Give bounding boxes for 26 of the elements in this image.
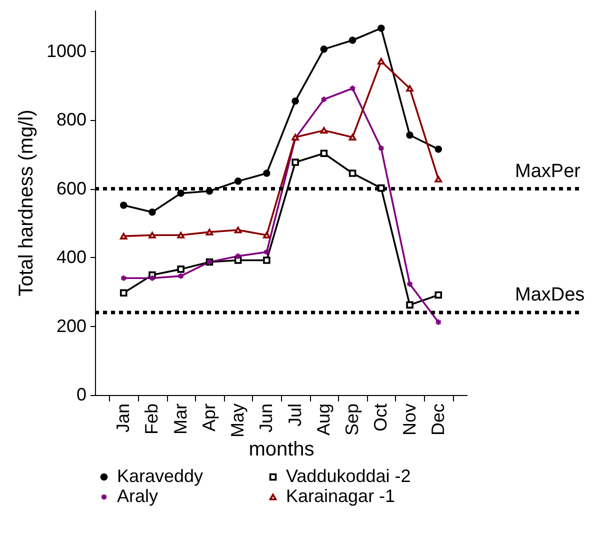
y-tick-label: 400 [56, 247, 86, 267]
legend-label: Karaveddy [117, 466, 204, 486]
y-tick-label: 800 [56, 110, 86, 130]
x-tick-label: Oct [370, 404, 391, 432]
x-tick-label: Jul [284, 404, 305, 427]
y-tick-label: 200 [56, 316, 86, 336]
x-tick-label: Sep [342, 404, 362, 436]
y-tick-label: 1000 [46, 40, 86, 61]
x-axis-title: months [248, 438, 314, 461]
y-axis-title: Total hardness (mg/l) [15, 110, 38, 296]
x-tick-label: Jan [113, 404, 134, 433]
y-tick-label: 600 [56, 178, 86, 198]
x-tick-label: Mar [170, 403, 190, 434]
x-tick-label: Nov [399, 404, 420, 436]
x-tick-label: May [228, 404, 248, 438]
x-tick-label: Aug [313, 404, 334, 436]
legend-label: Vaddukoddai -2 [286, 466, 411, 486]
x-tick-label: Apr [198, 404, 219, 432]
ref-line-label: MaxDes [515, 284, 585, 306]
legend-label: Araly [117, 486, 158, 506]
x-tick-label: Feb [142, 404, 162, 435]
y-tick-label: 0 [76, 384, 86, 404]
x-tick-label: Dec [428, 404, 448, 436]
ref-line-label: MaxPer [515, 160, 582, 182]
x-tick-label: Jun [256, 404, 276, 433]
legend-label: Karainagar -1 [286, 486, 396, 506]
